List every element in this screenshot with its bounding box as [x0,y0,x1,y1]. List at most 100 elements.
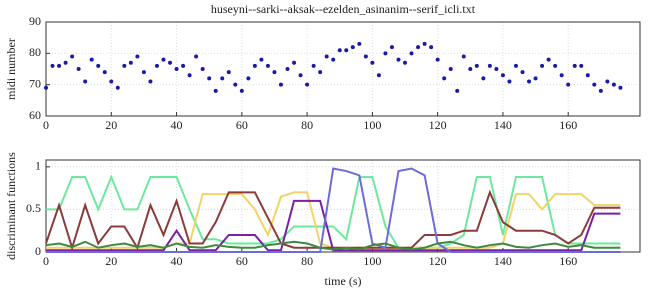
point [128,60,133,65]
point [513,63,518,68]
point [141,70,146,75]
point [200,67,205,71]
y-tick-label: 60 [29,108,41,122]
x-tick-label: 40 [171,254,183,268]
point [70,54,75,59]
point [181,63,186,68]
point [324,54,329,59]
point [187,73,192,78]
point [83,79,88,84]
plot-frame [45,159,641,253]
point [618,85,623,90]
point [527,79,532,84]
point [487,63,492,68]
x-tick-label: 160 [559,254,577,268]
point [102,70,107,75]
point [481,76,486,81]
x-tick-label: 80 [301,254,313,268]
point [461,54,466,59]
point [468,67,473,71]
x-tick-label: 120 [429,118,447,132]
point [370,60,375,65]
point [220,76,225,81]
point [154,63,159,68]
point [337,48,342,53]
point [311,63,316,68]
point [383,51,388,56]
point [455,88,460,93]
point [344,48,349,53]
point [533,76,538,81]
point [566,82,571,87]
point [579,63,584,68]
point [96,63,101,68]
point [435,57,440,62]
point [350,45,355,50]
point [605,79,610,84]
point [520,70,525,75]
point [115,85,120,90]
point [298,73,303,78]
point [174,67,179,71]
point [226,70,231,75]
point [363,54,368,59]
point [494,67,499,71]
point [109,79,114,84]
point [194,54,199,59]
point [285,67,290,71]
line [46,174,621,249]
y-tick-label: 70 [29,76,41,90]
x-tick-label: 120 [429,254,447,268]
x-axis-label: time (s) [325,274,362,288]
x-tick-label: 100 [363,118,381,132]
x-tick-label: 0 [43,254,49,268]
x-tick-label: 60 [236,118,248,132]
point [396,57,401,62]
point [429,45,434,50]
point [278,82,283,87]
y-tick-label: 1 [35,159,41,173]
point [598,88,603,93]
point [559,73,564,78]
point [213,88,218,93]
y-tick-label: 0.5 [26,201,41,215]
point [252,63,257,68]
y-tick-label: 0 [35,244,41,258]
x-tick-label: 0 [43,118,49,132]
x-tick-label: 20 [105,118,117,132]
line [46,167,621,253]
point [592,82,597,87]
line [45,240,621,251]
y-tick-label: 90 [29,14,41,28]
point [448,67,453,71]
plot-frame [45,21,641,117]
point [135,54,140,59]
point [318,70,323,75]
point [403,60,408,65]
point [331,57,336,62]
point [161,57,166,62]
point [259,57,264,62]
point [89,57,94,62]
point [553,63,558,68]
point [292,60,297,65]
point [246,76,251,81]
x-tick-label: 20 [105,254,117,268]
point [44,85,48,90]
point [585,73,590,78]
point [474,63,479,68]
point [57,63,62,68]
point [168,60,173,65]
point [207,76,212,81]
point [546,57,551,62]
point [389,45,394,50]
point [122,63,127,68]
point [265,63,270,68]
y-axis-label: midi number [4,38,18,100]
point [409,51,414,56]
point [572,63,577,68]
point [540,63,545,68]
point [611,82,616,87]
